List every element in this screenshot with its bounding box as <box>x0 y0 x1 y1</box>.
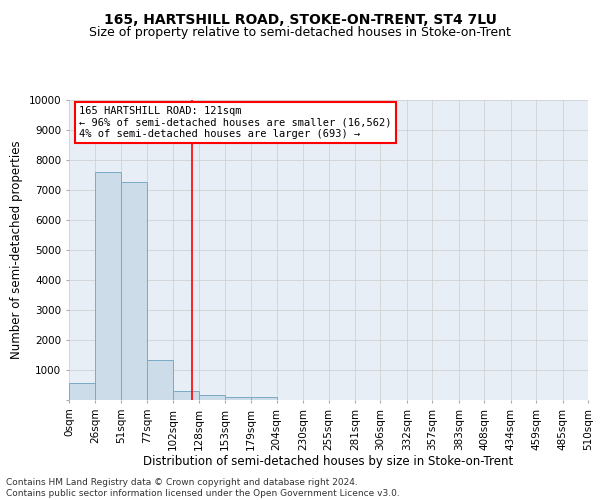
Bar <box>95 172 121 400</box>
Bar <box>199 396 224 400</box>
Text: 165, HARTSHILL ROAD, STOKE-ON-TRENT, ST4 7LU: 165, HARTSHILL ROAD, STOKE-ON-TRENT, ST4… <box>104 12 496 26</box>
Text: 165 HARTSHILL ROAD: 121sqm
← 96% of semi-detached houses are smaller (16,562)
4%: 165 HARTSHILL ROAD: 121sqm ← 96% of semi… <box>79 106 392 139</box>
Bar <box>69 383 95 400</box>
Y-axis label: Number of semi-detached properties: Number of semi-detached properties <box>10 140 23 360</box>
Bar <box>173 390 199 400</box>
Bar <box>121 182 148 400</box>
X-axis label: Distribution of semi-detached houses by size in Stoke-on-Trent: Distribution of semi-detached houses by … <box>143 456 514 468</box>
Text: Size of property relative to semi-detached houses in Stoke-on-Trent: Size of property relative to semi-detach… <box>89 26 511 39</box>
Bar <box>251 398 277 400</box>
Bar <box>148 360 173 400</box>
Text: Contains HM Land Registry data © Crown copyright and database right 2024.
Contai: Contains HM Land Registry data © Crown c… <box>6 478 400 498</box>
Bar <box>224 397 251 400</box>
